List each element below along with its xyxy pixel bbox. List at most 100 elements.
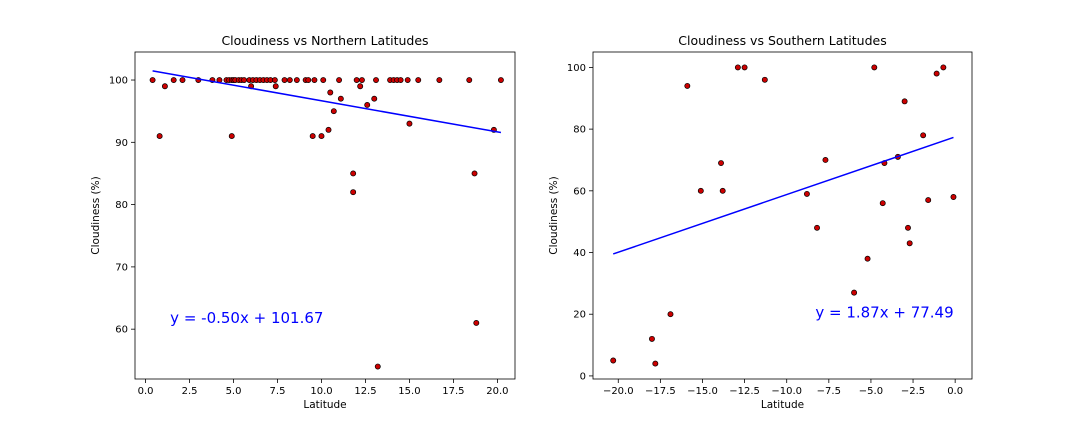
data-point — [933, 70, 940, 77]
data-point — [814, 224, 820, 231]
y-tick-label: 70 — [115, 262, 128, 273]
data-point — [320, 77, 327, 83]
x-tick-label: 12.5 — [354, 386, 376, 397]
data-point — [170, 77, 177, 83]
y-tick-label: 80 — [115, 200, 128, 211]
x-tick-label: 17.5 — [442, 386, 464, 397]
data-point — [851, 289, 858, 296]
x-axis-label: Latitude — [303, 399, 346, 411]
data-point — [697, 187, 704, 194]
data-point — [271, 77, 278, 83]
y-tick-label: 0 — [580, 371, 586, 382]
data-point — [281, 77, 288, 83]
y-tick-label: 60 — [115, 325, 128, 336]
data-point — [330, 108, 337, 115]
data-point — [761, 76, 768, 83]
y-tick-label: 20 — [573, 310, 586, 321]
data-point — [156, 133, 163, 140]
southern-latitude-chart: Cloudiness vs Southern Latitudes −20.0 −17… — [548, 33, 973, 411]
data-point — [364, 101, 371, 108]
x-tick-label: 5.0 — [226, 386, 242, 397]
data-point — [305, 77, 312, 83]
y-tick-label: 40 — [573, 248, 586, 259]
data-point — [350, 170, 357, 177]
data-point — [309, 133, 316, 140]
x-tick-label: 0.0 — [947, 386, 963, 397]
data-point — [371, 95, 378, 102]
data-point — [905, 224, 911, 231]
x-tick-label: 10.0 — [310, 386, 332, 397]
y-tick-label: 90 — [115, 138, 128, 149]
data-point — [336, 77, 343, 83]
data-point — [272, 83, 279, 90]
data-point — [901, 98, 908, 105]
data-point — [318, 133, 325, 140]
data-point — [497, 77, 504, 83]
data-point — [373, 77, 379, 83]
data-point — [649, 335, 655, 342]
data-point — [920, 132, 927, 139]
data-point — [286, 77, 293, 83]
x-tick-label: −12.5 — [729, 386, 760, 397]
data-point — [161, 83, 168, 90]
plot-frame — [134, 51, 516, 380]
plot-frame — [592, 51, 973, 380]
regression-equation: y = -0.50x + 101.67 — [170, 309, 323, 327]
y-tick-label: 100 — [109, 76, 128, 87]
data-point — [397, 77, 404, 83]
data-point — [718, 160, 724, 167]
y-tick-label: 100 — [567, 63, 586, 74]
data-point — [337, 95, 344, 102]
data-point — [940, 64, 947, 71]
x-tick-label: −20.0 — [603, 386, 634, 397]
data-point — [719, 187, 726, 194]
data-point — [228, 133, 235, 140]
data-point — [406, 120, 413, 127]
data-point — [667, 311, 674, 318]
data-point — [864, 255, 871, 262]
data-point — [436, 77, 443, 83]
x-tick-label: 0.0 — [138, 386, 154, 397]
northern-latitude-chart: Cloudiness vs Northern Latitudes 0.0 2.5 5.… — [90, 33, 516, 411]
data-point — [610, 357, 617, 364]
regression-line — [612, 136, 954, 255]
data-point — [357, 83, 364, 90]
regression-line — [152, 70, 502, 134]
x-tick-label: −10.0 — [771, 386, 802, 397]
x-tick-label: 15.0 — [398, 386, 420, 397]
x-axis-label: Latitude — [761, 399, 804, 411]
data-point — [327, 89, 334, 96]
data-point — [358, 77, 365, 83]
data-point — [734, 64, 741, 71]
data-point — [325, 126, 332, 133]
data-point — [149, 77, 156, 83]
chart-title: Cloudiness vs Northern Latitudes — [221, 33, 428, 48]
x-tick-label: 20.0 — [486, 386, 508, 397]
data-point — [374, 363, 381, 370]
data-point — [350, 189, 357, 196]
y-tick-label: 80 — [573, 125, 586, 136]
data-point — [925, 197, 932, 204]
y-axis-label: Cloudiness (%) — [90, 176, 102, 254]
data-point — [311, 77, 318, 83]
data-point — [466, 77, 473, 83]
data-point — [652, 360, 659, 367]
y-tick-label: 60 — [573, 186, 586, 197]
chart-title: Cloudiness vs Southern Latitudes — [678, 33, 886, 48]
data-point — [293, 77, 300, 83]
x-tick-label: −17.5 — [645, 386, 676, 397]
data-point — [906, 240, 913, 247]
x-tick-label: −15.0 — [687, 386, 718, 397]
regression-equation: y = 1.87x + 77.49 — [815, 303, 953, 321]
data-point — [415, 77, 422, 83]
x-tick-label: −7.5 — [817, 386, 841, 397]
x-tick-label: 2.5 — [182, 386, 198, 397]
data-point — [950, 194, 957, 200]
data-point — [871, 64, 878, 71]
data-point — [353, 77, 360, 83]
data-point — [803, 190, 810, 197]
x-tick-label: 7.5 — [270, 386, 286, 397]
data-point — [879, 200, 886, 207]
data-point — [741, 64, 748, 71]
